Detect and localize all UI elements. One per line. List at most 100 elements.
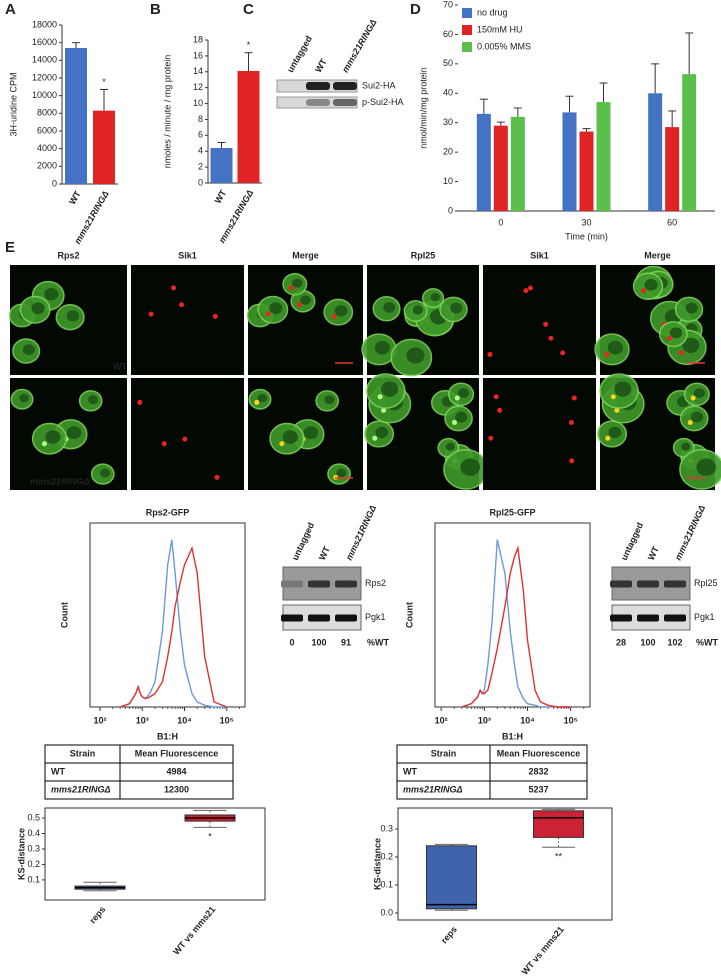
lane-label: untagged bbox=[619, 521, 645, 562]
panel-letter: D bbox=[410, 1, 421, 18]
lane-label: mms21RINGΔ bbox=[344, 504, 378, 562]
band-label: Rpl25 bbox=[694, 578, 718, 588]
blot-band bbox=[308, 614, 330, 622]
plot-frame bbox=[44, 807, 266, 901]
nucleolus bbox=[604, 351, 610, 357]
channel-label: Rpl25 bbox=[411, 250, 436, 260]
vacuole bbox=[681, 442, 691, 451]
nucleolus bbox=[137, 399, 143, 405]
channel-label: Merge bbox=[292, 250, 319, 260]
vacuole bbox=[614, 381, 632, 397]
vacuole bbox=[66, 426, 82, 440]
vacuole bbox=[406, 347, 425, 364]
chart-title: Rpl25-GFP bbox=[489, 507, 535, 517]
blot-band bbox=[610, 614, 632, 622]
table-frame bbox=[396, 744, 588, 800]
x-tick-label: 10² bbox=[435, 715, 448, 725]
nucleolus bbox=[161, 441, 167, 447]
vacuole bbox=[324, 395, 335, 405]
blot-band bbox=[281, 580, 303, 588]
x-tick-label: 30 bbox=[581, 217, 591, 227]
blot-band bbox=[664, 580, 686, 588]
vacuole bbox=[644, 279, 658, 291]
x-tick-label: WT bbox=[213, 188, 229, 206]
table-cell: mms21RINGΔ bbox=[51, 784, 111, 794]
vacuole bbox=[690, 411, 704, 423]
table-header: Mean Fluorescence bbox=[497, 748, 581, 758]
y-tick-label: 10 bbox=[443, 176, 453, 186]
y-tick-label: 14 bbox=[193, 66, 203, 76]
vacuole bbox=[450, 302, 463, 314]
blot-band bbox=[281, 614, 303, 622]
y-tick-label: 18000 bbox=[32, 19, 57, 29]
strain-label: mms21RINGΔ bbox=[30, 476, 90, 486]
plot-frame bbox=[89, 522, 246, 708]
vacuole bbox=[693, 388, 705, 398]
x-axis-label: B1:H bbox=[157, 731, 178, 741]
y-tick-label: 70 bbox=[443, 0, 453, 9]
y-axis-label: Count bbox=[59, 602, 69, 628]
y-axis-label: 3H-uridine CPM bbox=[8, 72, 18, 136]
y-axis-label: KS-distance bbox=[372, 838, 382, 890]
y-tick-label: 0 bbox=[448, 205, 453, 215]
y-tick-label: 14000 bbox=[32, 55, 57, 65]
bar bbox=[579, 131, 594, 211]
nucleolus bbox=[487, 351, 493, 357]
plot-frame bbox=[397, 807, 613, 921]
nucleolus bbox=[605, 435, 611, 441]
table-header: Strain bbox=[70, 748, 96, 758]
nucleolus bbox=[279, 441, 285, 447]
micrograph bbox=[483, 265, 596, 375]
nucleolus bbox=[214, 474, 220, 480]
table-frame bbox=[44, 744, 234, 800]
annotation: ** bbox=[555, 852, 563, 862]
vacuole bbox=[381, 381, 399, 397]
x-tick-label: 10⁴ bbox=[177, 715, 191, 725]
x-tick-label: 10⁵ bbox=[220, 715, 234, 725]
vacuole bbox=[455, 411, 468, 423]
y-tick-label: 16000 bbox=[32, 37, 57, 47]
band-label: Sui2-HA bbox=[362, 80, 396, 90]
annotation: * bbox=[247, 40, 251, 50]
blot-band bbox=[637, 614, 659, 622]
percent-wt: 100 bbox=[311, 637, 326, 647]
vacuole bbox=[430, 292, 440, 302]
nucleolus bbox=[614, 407, 620, 413]
nucleolus bbox=[497, 407, 503, 413]
table-cell: 2832 bbox=[528, 766, 548, 776]
legend-label: 150mM HU bbox=[477, 24, 523, 34]
nucleolus bbox=[527, 285, 533, 291]
percent-wt: 28 bbox=[616, 637, 626, 647]
table-cell: 5237 bbox=[528, 784, 548, 794]
bar bbox=[648, 93, 663, 211]
bar bbox=[562, 112, 577, 211]
vacuole bbox=[31, 302, 45, 315]
bar bbox=[682, 74, 697, 212]
channel-label: Sik1 bbox=[178, 250, 197, 260]
nucleolus bbox=[171, 285, 177, 291]
foci bbox=[372, 435, 378, 441]
percent-label: %WT bbox=[696, 637, 718, 647]
vacuole bbox=[269, 302, 283, 315]
annotation: * bbox=[102, 77, 106, 87]
vacuole bbox=[608, 426, 622, 439]
vacuole bbox=[19, 393, 29, 403]
bar bbox=[237, 70, 260, 183]
vacuole bbox=[445, 442, 455, 451]
percent-wt: 0 bbox=[289, 637, 294, 647]
percent-wt: 102 bbox=[667, 637, 682, 647]
vacuole bbox=[44, 287, 59, 301]
nucleolus bbox=[571, 395, 577, 401]
y-axis-label: nmoles / minute / mg protein bbox=[162, 55, 172, 169]
lane-label: mms21RINGΔ bbox=[340, 18, 378, 75]
micrograph bbox=[483, 378, 596, 490]
y-tick-label: 40 bbox=[443, 88, 453, 98]
nucleolus bbox=[265, 311, 271, 317]
histogram-curve bbox=[461, 539, 571, 708]
x-tick-label: reps bbox=[439, 924, 459, 945]
lane-label: untagged bbox=[285, 34, 314, 74]
nucleolus bbox=[288, 285, 294, 291]
nucleolus bbox=[331, 313, 337, 319]
nucleolus bbox=[690, 395, 696, 401]
